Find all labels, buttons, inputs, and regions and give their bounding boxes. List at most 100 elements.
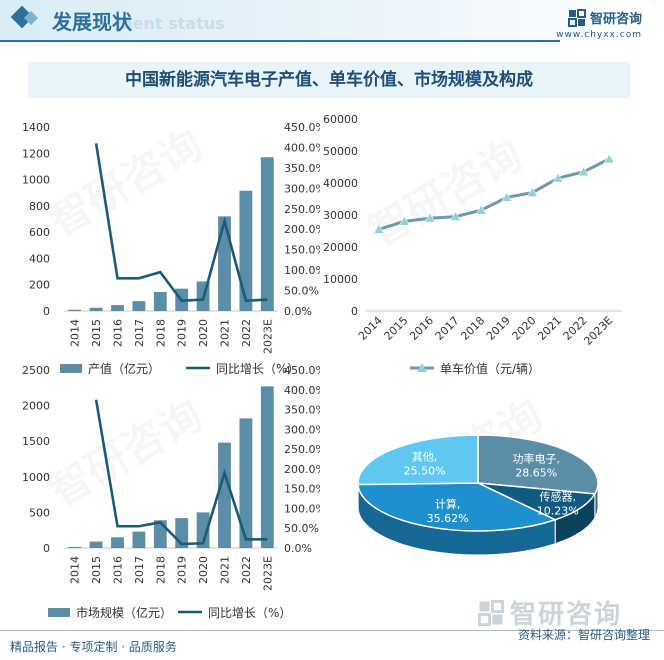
data-point-marker: [603, 153, 615, 164]
legend-line-label: 同比增长（%）: [208, 606, 291, 620]
data-point-marker: [475, 204, 487, 215]
market-size-chart: 0 500 1000 1500 2000 2500 0.0% 50.0% 100.0% 150.0…: [22, 364, 320, 620]
bar: [89, 307, 103, 311]
pie-slice: [357, 434, 479, 486]
bar: [218, 442, 231, 548]
x-tick-label: 2022: [240, 556, 253, 584]
x-tick-label: 2022: [240, 319, 253, 347]
x-tick-label: 2023E: [261, 556, 274, 591]
y-tick-label: 600: [29, 226, 50, 239]
y-tick-label: 400: [29, 252, 50, 265]
pie-slice-percent: 10.23%: [537, 505, 579, 518]
bar: [218, 216, 231, 311]
header-title: 发展现状: [52, 10, 132, 34]
bar: [132, 301, 146, 311]
pie-slice-label: 传感器,: [540, 491, 577, 504]
brand: 智研咨询: [567, 8, 642, 27]
y2-tick-label: 250.0%: [284, 203, 320, 216]
data-point-marker: [501, 191, 513, 202]
bar: [68, 546, 82, 548]
x-tick-label: 2016: [407, 314, 436, 343]
y2-tick-label: 100.0%: [284, 502, 320, 515]
data-source: 资料来源：智研咨询整理: [517, 628, 650, 642]
bar: [111, 537, 124, 548]
pie-slice-percent: 35.62%: [427, 512, 469, 525]
footer-logo-icon: [478, 599, 504, 626]
figure-title-band: [28, 62, 630, 98]
brand-logo-icon: [567, 8, 586, 27]
bar: [89, 541, 103, 548]
legend-bar-swatch: [60, 364, 82, 373]
y2-tick-label: 50.0%: [284, 522, 319, 535]
y-tick-label: 50000: [323, 145, 358, 158]
x-tick-label: 2018: [154, 556, 167, 584]
y2-tick-label: 350.0%: [284, 162, 320, 175]
x-tick-label: 2021: [219, 556, 232, 584]
header-underline: [0, 40, 560, 42]
bar: [260, 157, 274, 311]
composition-pie-chart: 功率电子,28.65% 传感器,10.23% 计算,35.62% 其他,25.50%: [357, 434, 599, 556]
y2-tick-label: 450.0%: [284, 121, 320, 134]
y2-tick-label: 450.0%: [284, 364, 320, 377]
y-tick-label: 2500: [22, 364, 50, 377]
y-tick-label: 800: [29, 200, 50, 213]
x-tick-label: 2019: [176, 556, 189, 584]
x-tick-label: 2016: [112, 319, 125, 347]
x-tick-label: 2014: [69, 556, 82, 584]
x-tick-label: 2018: [458, 314, 487, 343]
footer-slogan: 精品报告 · 专项定制 · 品质服务: [10, 640, 177, 654]
y-tick-label: 40000: [323, 177, 358, 190]
y-tick-label: 1500: [22, 435, 50, 448]
x-tick-label: 2016: [112, 556, 125, 584]
y-tick-label: 1000: [22, 471, 50, 484]
bar: [153, 291, 167, 311]
y2-tick-label: 250.0%: [284, 443, 320, 456]
y2-tick-label: 200.0%: [284, 463, 320, 476]
y2-tick-label: 350.0%: [284, 404, 320, 417]
legend-bar-swatch: [48, 608, 70, 617]
pie-slice: [477, 482, 597, 521]
pie-slice-label: 计算,: [435, 497, 461, 511]
data-point-marker: [552, 172, 564, 183]
x-tick-label: 2014: [356, 314, 385, 343]
y2-tick-label: 0.0%: [284, 305, 312, 318]
pie-slice-label: 其他,: [412, 450, 438, 463]
legend-marker: [417, 363, 427, 372]
data-point-marker: [424, 212, 436, 223]
header-subtitle: ment status: [116, 14, 225, 33]
bar: [239, 418, 253, 548]
y2-tick-label: 200.0%: [284, 223, 320, 236]
pie-slice-percent: 25.50%: [404, 464, 446, 477]
y-tick-label: 30000: [323, 209, 358, 222]
x-tick-label: 2017: [433, 314, 462, 343]
pie-slice-percent: 28.65%: [515, 467, 557, 480]
x-tick-label: 2017: [133, 556, 146, 584]
y-tick-label: 20000: [323, 241, 358, 254]
x-tick-label: 2020: [197, 319, 210, 347]
pie-slice: [477, 434, 599, 495]
x-tick-label: 2015: [90, 319, 103, 347]
bar: [260, 386, 274, 548]
legend-line-label: 单车价值（元/辆）: [440, 361, 540, 376]
x-tick-label: 2019: [176, 319, 189, 347]
legend-line-label: 同比增长（%）: [216, 362, 299, 376]
data-point-marker: [450, 210, 462, 221]
data-point-marker: [398, 215, 410, 226]
legend-bar-label: 产值（亿元）: [88, 361, 160, 376]
y-tick-label: 0: [43, 305, 50, 318]
x-tick-label: 2019: [484, 314, 513, 343]
x-tick-label: 2017: [133, 319, 146, 347]
bar: [239, 190, 253, 311]
y-tick-label: 1000: [22, 174, 50, 187]
data-point-marker: [373, 223, 385, 234]
y-tick-label: 10000: [323, 273, 358, 286]
y2-tick-label: 400.0%: [284, 141, 320, 154]
brand-url: www.chyxx.com: [556, 30, 642, 40]
x-tick-label: 2015: [90, 556, 103, 584]
y-tick-label: 0: [43, 542, 50, 555]
growth-line: [94, 399, 268, 546]
header-background: [0, 0, 664, 40]
bar: [196, 512, 210, 548]
figure-title: 中国新能源汽车电子产值、单车价值、市场规模及构成: [125, 70, 533, 90]
growth-line: [94, 143, 268, 303]
